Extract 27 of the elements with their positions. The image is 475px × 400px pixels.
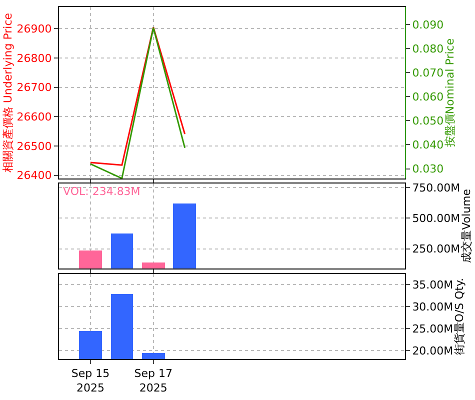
y-tick-label: 26900 [16,22,52,36]
y-tick-label: 30.00M [412,300,454,314]
y2-tick-label: 0.090 [412,18,444,32]
y2-tick-label: 0.060 [412,90,444,104]
y2-axis-title: 按盤價Nominal Price [444,38,457,148]
y-tick-label: 26700 [16,81,52,94]
y-tick-label: 35.00M [412,278,454,292]
y-tick-label: 26400 [16,169,52,182]
y2-tick-label: 0.040 [412,138,444,152]
y-axis-title: 相關資產價格 Underlying Price [1,12,14,173]
y2-tick-label: 0.030 [412,162,444,176]
y-tick-label: 26800 [16,52,52,65]
y-tick-label: 250.00M [412,242,460,256]
y-tick-label: 25.00M [412,322,454,336]
y-axis-title: 成交量Volume [460,188,474,263]
y2-tick-label: 0.070 [412,66,444,80]
y-tick-label: 26600 [16,110,52,124]
y2-tick-label: 0.050 [412,114,444,128]
x-tick-label: Sep 15 2025 [71,367,110,394]
annotation: VOL: 234.83M [63,185,140,198]
y-tick-label: 26500 [16,140,52,153]
y-tick-label: 750.00M [412,182,460,194]
y-tick-label: 500.00M [412,212,460,226]
y2-tick-label: 0.080 [412,42,444,56]
y-axis-title: 街貨量O/S Qty. [453,278,466,356]
x-tick-label: Sep 17 2025 [134,367,172,394]
y-tick-label: 20.00M [412,344,454,358]
